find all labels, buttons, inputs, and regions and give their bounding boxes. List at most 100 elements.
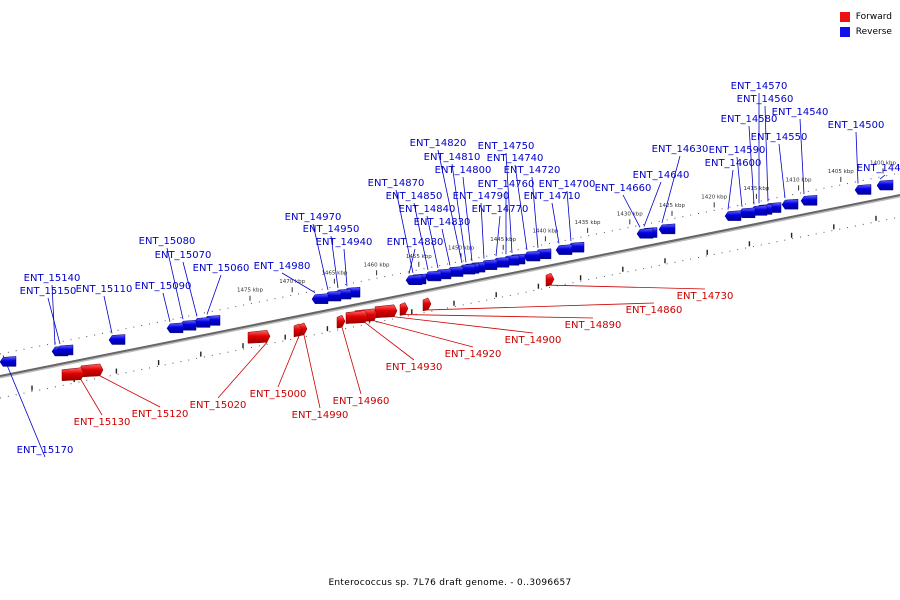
gene-label-ent_14900: ENT_14900: [505, 335, 562, 346]
leader-line-ent_15120: [99, 375, 161, 408]
leader-line-ent_14950: [330, 235, 339, 289]
upper-dotted-track: [0, 172, 900, 355]
leader-line-ent_15170: [2, 355, 46, 458]
gene-label-ent_14880: ENT_14880: [387, 237, 444, 248]
genome-backbone: [0, 194, 900, 377]
gene-label-ent_14970: ENT_14970: [285, 212, 342, 223]
gene-arrow-ent_15170: [0, 356, 17, 367]
leader-line-ent_14970: [312, 223, 329, 291]
gene-label-ent_15110: ENT_15110: [76, 284, 133, 295]
gene-label-ent_14600: ENT_14600: [705, 158, 762, 169]
gene-label-ent_14540: ENT_14540: [772, 107, 829, 118]
gene-arrow-ent_14740: [523, 250, 541, 262]
leader-line-ent_14640: [643, 181, 662, 227]
gene-arrow-ent_15150: [56, 344, 74, 356]
gene-arrow-ent_14930: [345, 310, 369, 324]
gene-label-ent_14570: ENT_14570: [731, 81, 788, 92]
gene-label-ent_14940: ENT_14940: [316, 237, 373, 248]
leader-line-ent_14750: [505, 152, 513, 254]
gene-label-ent_14810: ENT_14810: [424, 152, 481, 163]
leader-line-ent_14700: [566, 190, 572, 242]
gene-label-ent_15020: ENT_15020: [190, 400, 247, 411]
legend-reverse-label: Reverse: [855, 26, 892, 37]
ruler-tick-label: 1450 kbp: [448, 245, 474, 251]
legend: Forward Reverse: [839, 9, 892, 39]
gene-arrow-ent_15120: [80, 363, 104, 378]
leader-line-ent_14500: [855, 131, 859, 184]
gene-label-ent_14500: ENT_14500: [828, 120, 885, 131]
gene-label-ent_14710: ENT_14710: [524, 191, 581, 202]
reverse-swatch: [839, 26, 850, 37]
leader-line-ent_14770: [495, 215, 501, 257]
leader-line-ent_14830: [441, 228, 451, 266]
leader-line-ent_14940: [343, 248, 348, 287]
leader-line-ent_14800: [462, 176, 473, 262]
gene-label-ent_14580: ENT_14580: [721, 114, 778, 125]
gene-label-ent_14840: ENT_14840: [399, 204, 456, 215]
leader-line-ent_14790: [480, 202, 485, 259]
leader-line-ent_14890: [404, 314, 594, 319]
backbone-shadow: [0, 195, 900, 379]
ruler-tick-label: 1465 kbp: [321, 271, 347, 277]
gene-label-ent_14990: ENT_14990: [292, 410, 349, 421]
leader-line-ent_14900: [393, 316, 534, 334]
gene-arrow-ent_15110: [108, 334, 126, 345]
gene-label-ent_14640: ENT_14640: [633, 170, 690, 181]
leader-line-ent_14590: [736, 156, 743, 207]
gene-label-ent_14660: ENT_14660: [595, 183, 652, 194]
leader-line-ent_14980: [281, 272, 316, 293]
gene-arrow-ent_14660: [636, 228, 654, 239]
leader-line-ent_14560: [764, 105, 769, 202]
ruler-tick-label: 1415 kbp: [743, 186, 769, 192]
ruler-tick-label: 1410 kbp: [786, 177, 812, 183]
gene-arrow-ent_14600: [724, 210, 742, 221]
gene-label-ent_14870: ENT_14870: [368, 178, 425, 189]
leader-line-ent_15080: [166, 247, 184, 320]
gene-label-ent_14960: ENT_14960: [333, 396, 390, 407]
leader-line-ent_14740: [514, 164, 528, 251]
ruler-tick-label: 1400 kbp: [870, 160, 896, 166]
leader-line-ent_14810: [451, 163, 467, 263]
gene-label-ent_14770: ENT_14770: [472, 204, 529, 215]
gene-arrow-ent_14710: [555, 244, 573, 255]
gene-arrow-ent_15070: [193, 317, 211, 328]
gene-arrow-ent_14550: [781, 198, 799, 210]
gene-arrow-ent_14850: [424, 270, 442, 282]
gene-label-ent_14820: ENT_14820: [410, 138, 467, 149]
ruler-tick-label: 1460 kbp: [364, 262, 390, 268]
gene-arrow-ent_14900: [374, 304, 398, 319]
leader-line-ent_15020: [217, 342, 268, 399]
leader-line-ent_14870: [395, 189, 414, 274]
leader-line-ent_14730: [550, 284, 706, 290]
gene-arrow-ent_14960: [336, 314, 346, 329]
gene-label-ent_14480: ENT_14480: [857, 163, 900, 174]
leader-line-ent_14550: [778, 143, 786, 199]
leader-line-ent_14660: [622, 194, 641, 228]
leader-line-ent_14540: [799, 118, 805, 195]
leader-line-ent_15060: [206, 274, 222, 315]
gene-label-ent_14760: ENT_14760: [478, 179, 535, 190]
gene-label-ent_14980: ENT_14980: [254, 261, 311, 272]
gene-arrow-ent_14880: [405, 274, 423, 285]
gene-arrow-ent_14590: [738, 207, 756, 219]
gene-label-ent_14830: ENT_14830: [414, 217, 471, 228]
gene-arrow-ent_14980: [311, 293, 329, 304]
leader-line-ent_15140: [51, 284, 56, 345]
gene-arrow-ent_15000: [293, 323, 303, 338]
gene-arrow-ent_15020: [247, 330, 271, 344]
gene-label-ent_14720: ENT_14720: [504, 165, 561, 176]
leader-line-ent_14820: [437, 149, 463, 264]
gene-label-ent_15070: ENT_15070: [155, 250, 212, 261]
leader-line-ent_14880: [408, 248, 416, 274]
gene-arrow-ent_15130: [61, 367, 85, 381]
gene-arrow-ent_14860: [422, 297, 432, 312]
leader-line-ent_15090: [162, 292, 171, 322]
lower-dotted-track: [0, 216, 900, 399]
genome-caption: Enterococcus sp. 7L76 draft genome. - 0.…: [328, 578, 572, 588]
ruler-tick-label: 1430 kbp: [617, 211, 643, 217]
leader-line-ent_15110: [103, 295, 113, 334]
gene-label-ent_14800: ENT_14800: [435, 165, 492, 176]
leader-line-ent_14920: [373, 320, 474, 348]
ruler-tick-label: 1455 kbp: [406, 254, 432, 260]
